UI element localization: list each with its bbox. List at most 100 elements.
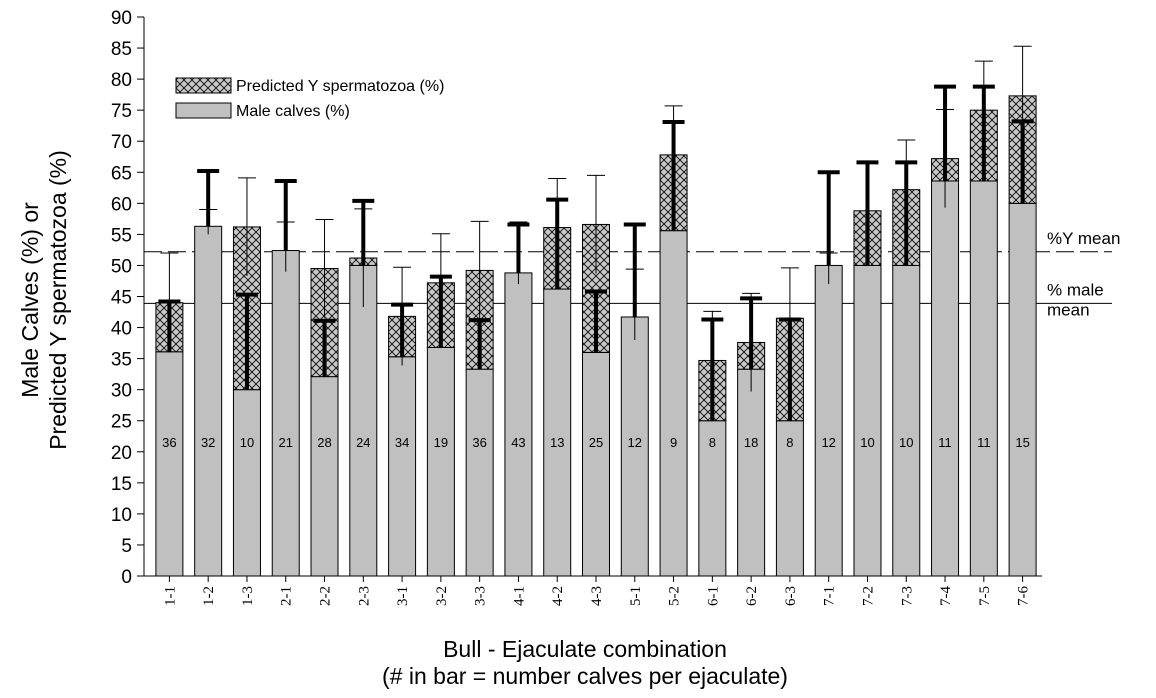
x-tick-label: 1-2 bbox=[201, 586, 217, 606]
bar-count-label: 9 bbox=[670, 435, 677, 450]
bar-male-calves bbox=[194, 225, 223, 577]
x-tick-label: 7-1 bbox=[822, 586, 838, 606]
bar-male-calves bbox=[582, 351, 610, 577]
reference-line-label: %Y mean bbox=[1047, 229, 1120, 248]
bar-male-calves bbox=[737, 368, 766, 577]
x-tick-label: 2-3 bbox=[356, 586, 372, 606]
y-tick-label: 60 bbox=[111, 194, 132, 215]
x-tick-label: 6-2 bbox=[744, 586, 760, 606]
bar-count-label: 10 bbox=[860, 435, 874, 450]
x-tick-label: 7-6 bbox=[1016, 586, 1032, 606]
x-tick-label: 7-4 bbox=[938, 586, 954, 606]
x-axis-title-line1: Bull - Ejaculate combination bbox=[443, 636, 727, 662]
bar-count-label: 18 bbox=[744, 435, 758, 450]
x-tick-label: 3-1 bbox=[395, 586, 411, 606]
bar-count-label: 11 bbox=[977, 435, 991, 450]
x-tick-label: 3-2 bbox=[434, 586, 450, 606]
bar-count-label: 32 bbox=[201, 435, 215, 450]
bar-male-calves bbox=[426, 346, 455, 577]
x-tick-label: 7-5 bbox=[977, 586, 993, 606]
bar-male-calves bbox=[931, 180, 960, 577]
bar-male-calves bbox=[504, 272, 533, 577]
y-tick-label: 30 bbox=[111, 381, 132, 402]
bar-count-label: 8 bbox=[709, 435, 716, 450]
y-tick-label: 70 bbox=[111, 132, 132, 153]
bar-count-label: 36 bbox=[162, 435, 176, 450]
y-tick-label: 55 bbox=[111, 225, 132, 246]
bar-male-calves bbox=[155, 351, 184, 577]
bar-count-label: 13 bbox=[550, 435, 564, 450]
legend: Predicted Y spermatozoa (%) Male calves (… bbox=[175, 77, 444, 120]
x-tick-label: 7-2 bbox=[860, 586, 876, 606]
x-tick-label: 6-3 bbox=[783, 586, 799, 606]
bar-male-calves bbox=[853, 264, 882, 577]
y-tick-label: 80 bbox=[111, 70, 132, 91]
x-tick-label: 3-3 bbox=[473, 586, 489, 606]
y-tick-label: 20 bbox=[111, 443, 132, 464]
y-tick-label: 5 bbox=[121, 536, 132, 557]
reference-line-label: % male bbox=[1047, 280, 1104, 299]
x-tick-label: 4-2 bbox=[550, 586, 566, 606]
y-tick-label: 45 bbox=[111, 288, 132, 309]
legend-label: Male calves (%) bbox=[236, 103, 350, 120]
bar-count-label: 43 bbox=[511, 435, 525, 450]
x-tick-label: 1-3 bbox=[240, 586, 256, 606]
axes: 0 5 10 15 20 25 30 35 40 45 50 55 60 65 70 75 80 85 90 1-1 1… bbox=[111, 8, 1042, 606]
bar-male-calves bbox=[232, 389, 261, 577]
bar-male-calves bbox=[698, 420, 727, 577]
y-tick-label: 35 bbox=[111, 350, 132, 371]
bar-count-label: 10 bbox=[240, 435, 254, 450]
bar-count-label: 25 bbox=[589, 435, 603, 450]
y-tick-label: 25 bbox=[111, 412, 132, 433]
bar-count-label: 15 bbox=[1015, 435, 1029, 450]
bar-male-calves bbox=[892, 264, 921, 577]
bar-male-calves bbox=[271, 250, 300, 577]
x-tick-label: 1-1 bbox=[162, 586, 178, 606]
y-tick-label: 10 bbox=[111, 505, 132, 526]
bar-count-label: 28 bbox=[317, 435, 331, 450]
x-tick-label: 4-1 bbox=[511, 586, 527, 606]
bar-male-calves bbox=[349, 264, 378, 577]
bar-count-label: 24 bbox=[356, 435, 370, 450]
y-tick-label: 90 bbox=[111, 8, 132, 29]
legend-label: Predicted Y spermatozoa (%) bbox=[236, 78, 444, 95]
x-tick-label: 4-3 bbox=[589, 586, 605, 606]
bar-male-calves bbox=[775, 420, 804, 577]
y-tick-label: 50 bbox=[111, 256, 132, 277]
y-tick-label: 65 bbox=[111, 163, 132, 184]
x-tick-label: 5-2 bbox=[667, 586, 683, 606]
legend-swatch bbox=[175, 102, 232, 119]
bar-count-label: 34 bbox=[395, 435, 409, 450]
bar-male-calves bbox=[620, 316, 649, 577]
y-axis-title: Male Calves (%) or Predicted Y spermatoz… bbox=[6, 80, 106, 520]
bar-count-label: 8 bbox=[786, 435, 793, 450]
count-labels: 36 32 10 21 28 24 34 19 36 43 13 25 12 9 8 18 8 12 10 10 11 1… bbox=[162, 435, 1030, 450]
bar-male-calves bbox=[814, 264, 843, 577]
reference-line-label: mean bbox=[1047, 300, 1090, 319]
error-bars bbox=[158, 45, 1034, 421]
bar-male-calves bbox=[1008, 202, 1037, 577]
x-tick-label: 2-1 bbox=[279, 586, 295, 606]
y-tick-label: 85 bbox=[111, 39, 132, 60]
bar-count-label: 19 bbox=[434, 435, 448, 450]
x-tick-label: 7-3 bbox=[899, 586, 915, 606]
bar-count-label: 21 bbox=[279, 435, 293, 450]
bar-male-calves bbox=[659, 230, 688, 577]
legend-swatch bbox=[175, 77, 232, 94]
x-tick-label: 5-1 bbox=[628, 586, 644, 606]
bar-count-label: 36 bbox=[472, 435, 486, 450]
bar-male-calves bbox=[465, 368, 494, 577]
bar-count-label: 11 bbox=[938, 435, 952, 450]
x-axis-title: Bull - Ejaculate combination (# in bar =… bbox=[130, 636, 1040, 690]
bar-male-calves bbox=[969, 180, 998, 577]
y-tick-label: 15 bbox=[111, 474, 132, 495]
bar-count-label: 12 bbox=[628, 435, 642, 450]
y-tick-label: 40 bbox=[111, 319, 132, 340]
y-tick-label: 0 bbox=[121, 567, 132, 588]
y-axis-title-line2: Predicted Y spermatozoa (%) bbox=[45, 150, 71, 450]
x-tick-label: 6-1 bbox=[705, 586, 721, 606]
bar-count-label: 10 bbox=[899, 435, 913, 450]
x-axis-title-line2: (# in bar = number calves per ejaculate) bbox=[382, 663, 788, 689]
bar-male-calves bbox=[543, 288, 572, 577]
